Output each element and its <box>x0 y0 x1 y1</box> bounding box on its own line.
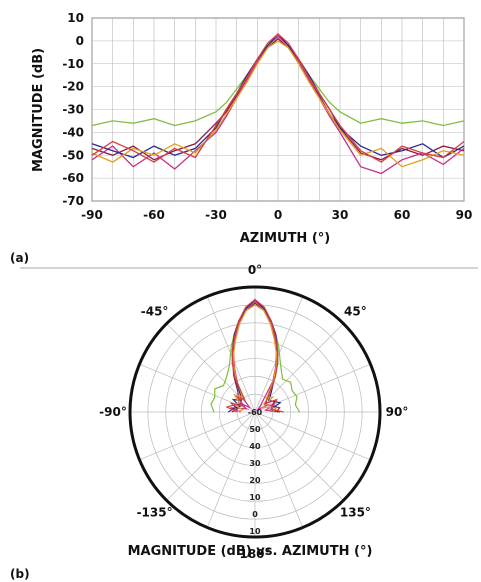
angle-spoke <box>254 411 304 528</box>
y-tick-label: -30 <box>62 103 84 117</box>
angle-label: 90° <box>386 405 409 419</box>
angle-label: 45° <box>344 305 367 319</box>
angle-label: 0° <box>248 263 262 277</box>
x-tick-label: -60 <box>143 208 165 222</box>
polar-title: MAGNITUDE (dB) vs. AZIMUTH (°) <box>128 544 373 559</box>
y-tick-label: -50 <box>62 148 84 162</box>
angle-label: 135° <box>340 505 371 519</box>
angle-spoke <box>139 411 256 461</box>
polar-series-group <box>210 298 301 413</box>
grid <box>91 17 465 202</box>
series-line-5 <box>91 40 465 168</box>
radial-label: 40 <box>249 442 261 451</box>
y-tick-label: -70 <box>62 194 84 208</box>
radial-label: 0 <box>252 510 258 519</box>
angle-spoke <box>254 411 371 461</box>
radial-label: 20 <box>249 476 261 485</box>
angle-label: -90° <box>99 405 127 419</box>
y-tick-label: -40 <box>62 125 84 139</box>
angle-spoke <box>166 411 256 501</box>
x-tick-label: -30 <box>205 208 227 222</box>
x-tick-labels: -90 -60 -30 0 30 60 90 <box>81 208 472 222</box>
cartesian-panel: 10 0 -10 -20 -30 -40 -50 -60 -70 -90 -60 -30 0 30 60 9… <box>10 11 472 265</box>
y-tick-label: 0 <box>76 34 84 48</box>
panel-label-b: (b) <box>10 567 30 581</box>
series-group <box>91 33 465 175</box>
x-tick-label: -90 <box>81 208 103 222</box>
x-axis-label: AZIMUTH (°) <box>240 231 330 246</box>
radial-label: 50 <box>249 425 261 434</box>
angle-label: -135° <box>137 505 173 519</box>
angle-spoke <box>206 411 256 528</box>
x-tick-label: 90 <box>456 208 473 222</box>
polar-series-line-6 <box>225 298 284 413</box>
series-line-2 <box>91 37 465 161</box>
y-tick-label: -20 <box>62 80 84 94</box>
radial-label: 10 <box>249 493 261 502</box>
y-axis-label: MAGNITUDE (dB) <box>31 48 46 172</box>
polar-panel: -60 50 40 30 20 10 0 10 0° 45° 90° 135° 180° -135° -9… <box>10 263 408 581</box>
radial-label: 10 <box>249 527 261 536</box>
angle-label: -45° <box>141 305 169 319</box>
series-line-6 <box>91 33 465 163</box>
radial-labels: -60 50 40 30 20 10 0 10 <box>248 408 263 536</box>
y-tick-label: 10 <box>67 11 84 25</box>
radial-label: -60 <box>248 408 263 417</box>
series-line-3 <box>91 35 465 175</box>
angle-label: 180° <box>239 547 270 561</box>
x-tick-label: 60 <box>394 208 411 222</box>
y-tick-labels: 10 0 -10 -20 -30 -40 -50 -60 -70 <box>62 11 84 208</box>
y-tick-label: -60 <box>62 171 84 185</box>
angle-spoke <box>254 323 344 413</box>
polar-series-line-5 <box>231 304 278 413</box>
panel-label-a: (a) <box>10 251 29 265</box>
angle-spoke <box>254 411 344 501</box>
y-tick-label: -10 <box>62 57 84 71</box>
x-tick-label: 0 <box>274 208 282 222</box>
x-tick-label: 30 <box>332 208 349 222</box>
radial-label: 30 <box>249 459 261 468</box>
angle-labels: 0° 45° 90° 135° 180° -135° -90° -45° <box>99 263 408 561</box>
polar-outline <box>128 285 382 539</box>
polar-series-line-3 <box>230 300 279 413</box>
